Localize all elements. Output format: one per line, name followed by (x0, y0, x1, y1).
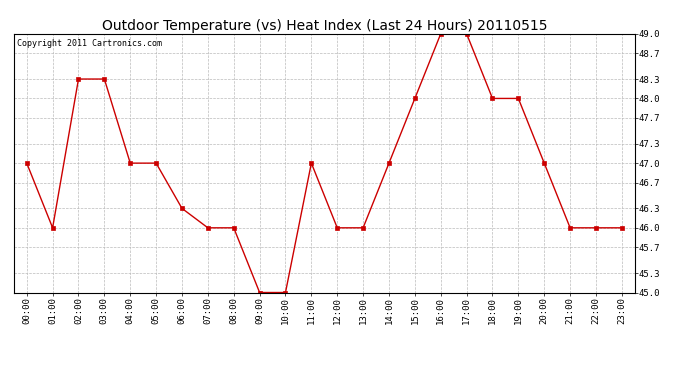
Title: Outdoor Temperature (vs) Heat Index (Last 24 Hours) 20110515: Outdoor Temperature (vs) Heat Index (Las… (101, 19, 547, 33)
Text: Copyright 2011 Cartronics.com: Copyright 2011 Cartronics.com (17, 39, 162, 48)
